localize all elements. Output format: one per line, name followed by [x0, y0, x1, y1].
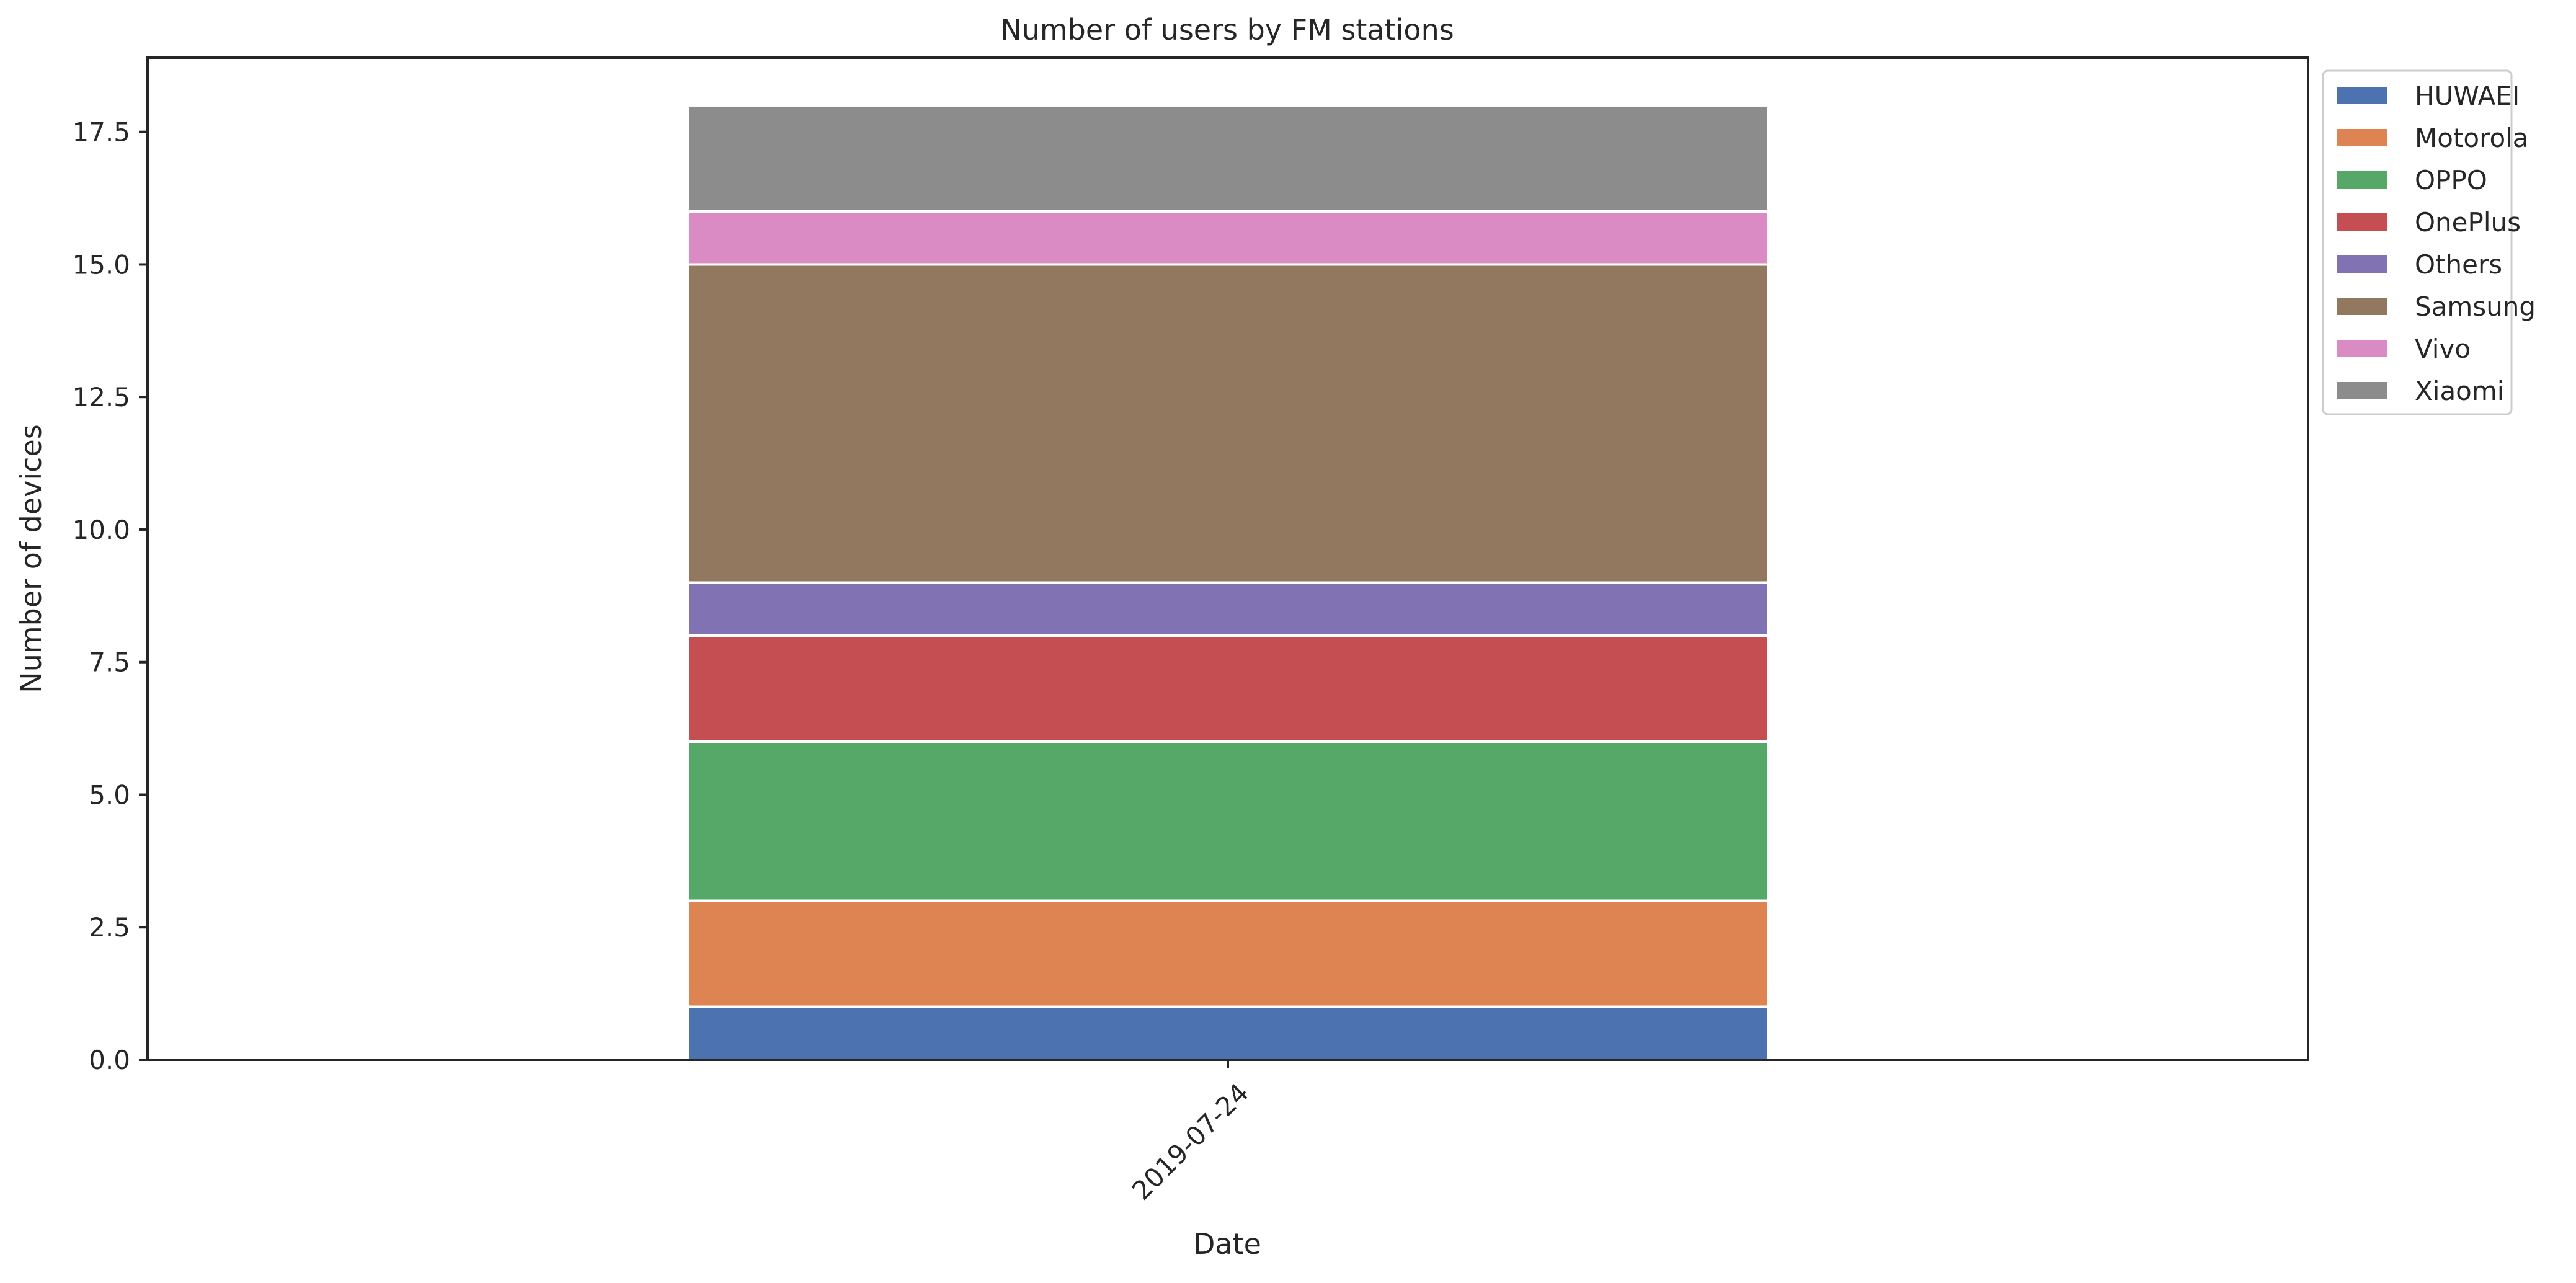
- legend-label-huwaei: HUWAEI: [2415, 81, 2520, 111]
- legend-label-vivo: Vivo: [2415, 334, 2471, 364]
- plot-frame: [146, 56, 2309, 1061]
- bar-segment-huwaei: [686, 1005, 1769, 1061]
- bar-segment-oppo: [686, 740, 1769, 902]
- bar-segment-motorola: [686, 899, 1769, 1008]
- bar-segment-samsung: [686, 263, 1769, 584]
- legend: HUWAEI Motorola OPPO OnePlus Others Samsung Vi…: [2322, 69, 2536, 415]
- y-axis-ticks: 0.0 2.5 5.0 7.5 10.0 12.5 15.0 17.5: [72, 117, 148, 1075]
- bars-group: [686, 104, 1769, 1061]
- legend-frame: [2322, 69, 2513, 415]
- y-tick-label: 10.0: [72, 515, 130, 545]
- y-tick-label: 0.0: [89, 1045, 130, 1075]
- legend-swatch-vivo: [2337, 340, 2387, 357]
- legend-items: HUWAEI Motorola OPPO OnePlus Others Samsung Vi…: [2337, 81, 2536, 406]
- y-tick-label: 2.5: [89, 912, 130, 943]
- bar-segment-others: [686, 581, 1769, 637]
- legend-label-samsung: Samsung: [2415, 291, 2536, 322]
- legend-swatch-samsung: [2337, 298, 2387, 315]
- y-tick-label: 15.0: [72, 249, 130, 280]
- bar-segment-vivo: [686, 210, 1769, 266]
- x-axis-label: Date: [1193, 1227, 1261, 1261]
- bar-segment-oneplus: [686, 634, 1769, 743]
- y-tick-label: 12.5: [72, 382, 130, 412]
- legend-swatch-huwaei: [2337, 87, 2387, 104]
- y-axis-label: Number of devices: [14, 424, 48, 693]
- y-tick-label: 7.5: [89, 647, 130, 678]
- legend-swatch-others: [2337, 255, 2387, 273]
- y-tick-label: 17.5: [72, 117, 130, 148]
- legend-swatch-motorola: [2337, 129, 2387, 146]
- legend-label-motorola: Motorola: [2415, 123, 2529, 153]
- legend-label-xiaomi: Xiaomi: [2415, 376, 2504, 406]
- legend-label-others: Others: [2415, 249, 2502, 280]
- legend-swatch-oppo: [2337, 171, 2387, 189]
- legend-label-oneplus: OnePlus: [2415, 207, 2521, 238]
- legend-label-oppo: OPPO: [2415, 165, 2487, 195]
- legend-swatch-oneplus: [2337, 213, 2387, 231]
- chart-title: Number of users by FM stations: [1000, 13, 1454, 47]
- y-tick-label: 5.0: [89, 779, 130, 810]
- legend-swatch-xiaomi: [2337, 382, 2387, 399]
- bar-segment-xiaomi: [686, 104, 1769, 213]
